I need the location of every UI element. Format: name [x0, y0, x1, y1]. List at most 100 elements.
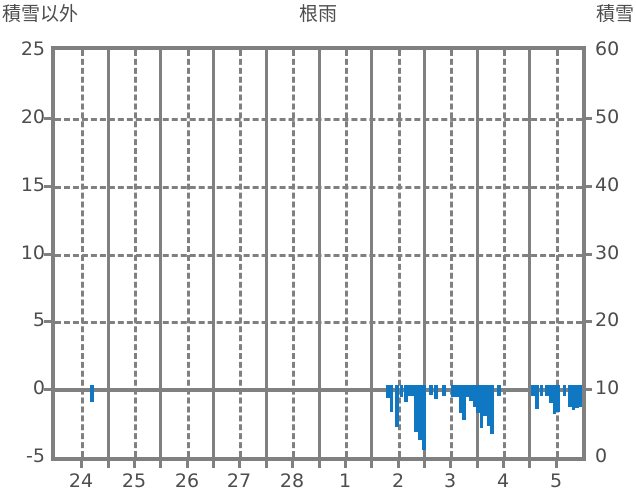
x-axis-tick-mark [238, 461, 241, 468]
vertical-gridline-halfday [450, 50, 453, 457]
vertical-gridline-day [370, 50, 373, 457]
vertical-gridline-day [528, 50, 531, 457]
plot-area [51, 46, 586, 461]
horizontal-gridline [55, 321, 582, 324]
x-axis-tick-label: 24 [68, 470, 94, 492]
right-axis-tick-label: 50 [595, 106, 620, 128]
x-axis-tick-mark [186, 461, 189, 468]
vertical-gridline-halfday [556, 50, 559, 457]
x-axis-tick-mark [555, 461, 558, 468]
left-axis-tick-mark [44, 253, 51, 256]
x-axis-tick-mark [476, 461, 479, 468]
left-axis-tick-mark [44, 185, 51, 188]
x-axis-tick-label: 3 [443, 470, 457, 492]
bar [434, 385, 438, 399]
bar [386, 385, 390, 398]
right-axis-title: 積雪 [595, 3, 634, 25]
left-axis-tick-mark [44, 117, 51, 120]
x-axis-tick-label: 2 [391, 470, 405, 492]
bar [540, 385, 543, 396]
right-axis-tick-mark [585, 253, 592, 256]
vertical-gridline-day [318, 50, 321, 457]
right-axis-tick-label: 30 [595, 242, 620, 264]
vertical-gridline-halfday [292, 50, 295, 457]
vertical-gridline-halfday [134, 50, 137, 457]
right-axis-tick-mark [585, 320, 592, 323]
x-axis-tick-mark [212, 461, 215, 468]
left-axis-tick-mark [44, 320, 51, 323]
bar [579, 385, 582, 407]
bar [418, 385, 422, 440]
bar [531, 385, 535, 396]
horizontal-gridline [55, 254, 582, 257]
x-axis-tick-mark [107, 461, 110, 468]
bar [400, 385, 403, 397]
left-axis-tick-label: 5 [32, 309, 45, 331]
plot-inner [55, 50, 582, 457]
zero-baseline [55, 388, 582, 392]
bar [487, 385, 490, 426]
vertical-gridline-day [265, 50, 268, 457]
right-axis-tick-label: 40 [595, 174, 620, 196]
bar [451, 385, 455, 397]
x-axis-tick-mark [318, 461, 321, 468]
vertical-gridline-halfday [398, 50, 401, 457]
left-axis-tick-label: 25 [20, 38, 45, 60]
right-axis-tick-label: 10 [595, 377, 620, 399]
bar [442, 385, 446, 396]
x-axis-tick-mark [133, 461, 136, 468]
bar [466, 385, 469, 397]
x-axis-tick-mark [265, 461, 268, 468]
x-axis-tick-mark [159, 461, 162, 468]
chart-title: 根雨 [298, 3, 337, 25]
bar [390, 385, 393, 412]
vertical-gridline-day [212, 50, 215, 457]
bar [483, 385, 487, 416]
bar [462, 385, 466, 420]
left-axis-title: 積雪以外 [2, 3, 79, 25]
bar [553, 385, 556, 414]
bar [459, 385, 462, 413]
bar [480, 385, 483, 428]
bar [455, 385, 459, 397]
horizontal-gridline [55, 186, 582, 189]
left-axis-tick-mark [44, 388, 51, 391]
bar [568, 385, 572, 407]
bar [473, 385, 476, 407]
right-axis-tick-label: 60 [595, 38, 620, 60]
x-axis-tick-mark [370, 461, 373, 468]
bar [545, 385, 549, 396]
bar [549, 385, 553, 403]
right-axis-tick-mark [585, 388, 592, 391]
x-axis-tick-label: 1 [338, 470, 352, 492]
bar [429, 385, 433, 395]
bar [497, 385, 501, 396]
x-axis-tick-label: 26 [174, 470, 200, 492]
bar [563, 385, 566, 396]
bar [90, 385, 94, 402]
bar [408, 385, 411, 396]
vertical-gridline-day [423, 50, 426, 457]
vertical-gridline-halfday [239, 50, 242, 457]
x-axis-tick-mark [80, 461, 83, 468]
vertical-gridline-halfday [81, 50, 84, 457]
x-axis-tick-label: 28 [279, 470, 305, 492]
vertical-gridline-halfday [187, 50, 190, 457]
bar [395, 385, 399, 427]
right-axis-tick-label: 20 [595, 309, 620, 331]
vertical-gridline-halfday [503, 50, 506, 457]
bar [469, 385, 473, 401]
left-axis-tick-label: 0 [32, 377, 45, 399]
bar [572, 385, 575, 410]
x-axis-tick-label: 4 [496, 470, 510, 492]
bar [490, 385, 494, 434]
bar [414, 385, 418, 432]
x-axis-tick-mark [397, 461, 400, 468]
left-axis-tick-label: 20 [20, 106, 45, 128]
vertical-gridline-day [476, 50, 479, 457]
x-axis-tick-mark [449, 461, 452, 468]
vertical-gridline-halfday [345, 50, 348, 457]
bar [556, 385, 560, 412]
x-axis-tick-label: 5 [549, 470, 563, 492]
